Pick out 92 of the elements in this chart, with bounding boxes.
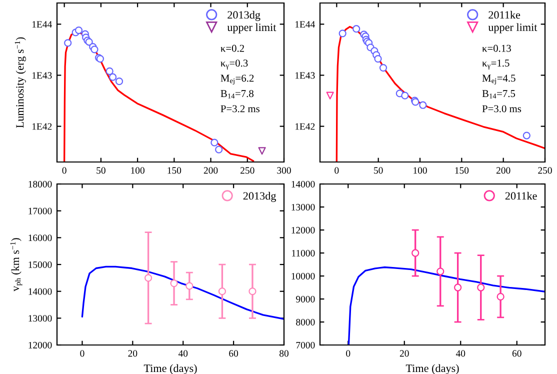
legend-label: 2013dg	[243, 192, 276, 202]
annotation: κ=0.13	[482, 44, 511, 52]
x-tick-label: 0	[346, 350, 350, 357]
y-tick-label: 11000	[292, 250, 315, 256]
y-tick-label: 7000	[296, 342, 315, 348]
y-tick-label: 12000	[28, 342, 52, 348]
y-tick-label: 13000	[28, 315, 52, 322]
line-series	[81, 266, 284, 320]
y-tick-label: 1E42	[32, 123, 52, 130]
annotation: B$_{14}$=7.5	[482, 90, 516, 98]
point	[338, 30, 346, 38]
y-tick-label: 10000	[292, 272, 315, 280]
x-tick-label: 250	[240, 167, 254, 174]
line-series	[348, 266, 545, 345]
x-tick-label: 200	[496, 167, 510, 174]
y-tick-label: 12000	[292, 226, 315, 234]
x-tick-label: 40	[178, 350, 188, 357]
point	[248, 288, 256, 296]
point	[401, 92, 409, 100]
annotation: B$_{14}$=7.8	[220, 90, 254, 98]
x-tick-label: 100	[131, 167, 144, 174]
point	[477, 284, 485, 292]
annotation: κ$_{γ}$=0.3	[220, 60, 248, 70]
y-axis-title: Luminosity (erg s$^{−1}$)	[14, 37, 26, 128]
y-tick-label: 15000	[28, 261, 52, 268]
x-tick-label: 50	[96, 167, 106, 174]
y-axis-title: v$_{ph}$ (km s$^{−1}$)	[10, 238, 22, 292]
y-tick-label: 1E44	[32, 21, 52, 28]
legend-label: 2011ke	[488, 10, 520, 19]
legend-label: upper limit	[488, 23, 538, 34]
point	[379, 64, 388, 72]
point	[144, 274, 152, 282]
x-tick-label: 0	[334, 167, 339, 174]
x-tick-label: 20	[400, 350, 409, 357]
point	[419, 101, 427, 109]
y-tick-label: 14000	[292, 180, 315, 188]
x-tick-label: 40	[456, 350, 466, 357]
point	[352, 25, 360, 33]
x-tick-label: 250	[538, 167, 552, 174]
legend-label: 2011ke	[505, 192, 537, 200]
point	[436, 268, 444, 276]
annotation: κ=0.2	[220, 44, 244, 52]
x-tick-label: 0	[62, 167, 66, 174]
point	[215, 146, 223, 154]
point	[64, 39, 72, 47]
point	[106, 67, 114, 76]
point	[258, 147, 266, 155]
annotation: P=3.0 ms	[482, 105, 522, 112]
point	[186, 282, 194, 290]
x-tick-label: 150	[455, 167, 469, 174]
point	[454, 284, 462, 292]
point	[170, 279, 178, 288]
point	[210, 138, 218, 146]
x-tick-label: 20	[128, 350, 138, 357]
y-tick-label: 1E43	[32, 72, 52, 79]
y-tick-label: 17000	[28, 208, 52, 214]
x-tick-label: 80	[280, 350, 288, 357]
y-tick-label: 13000	[292, 204, 315, 210]
point	[326, 92, 334, 100]
x-tick-label: 300	[277, 167, 291, 174]
y-tick-label: 1E44	[295, 21, 315, 28]
x-axis-title: Time (days)	[406, 364, 459, 374]
y-tick-label: 1E43	[295, 72, 315, 79]
point	[115, 78, 124, 86]
point	[374, 54, 382, 63]
x-tick-label: 60	[512, 350, 522, 357]
point	[412, 249, 420, 257]
point	[218, 288, 226, 296]
point	[74, 26, 83, 34]
annotation: M$_{ej}$=6.2	[220, 74, 254, 85]
y-tick-label: 16000	[28, 234, 52, 242]
x-axis-title: Time (days)	[144, 364, 197, 374]
x-tick-label: 100	[414, 167, 427, 174]
annotation: M$_{ej}$=4.5	[482, 74, 516, 85]
y-tick-label: 14000	[28, 288, 52, 295]
x-tick-label: 60	[229, 350, 238, 357]
point	[108, 73, 117, 81]
point	[90, 46, 98, 54]
annotation: P=3.2 ms	[220, 105, 260, 112]
y-tick-label: 1E42	[295, 123, 315, 130]
legend-label: upper limit	[227, 23, 276, 34]
y-tick-label: 8000	[296, 318, 315, 326]
y-tick-label: 9000	[296, 296, 315, 302]
annotation: κ$_{γ}$=1.5	[482, 60, 510, 70]
point	[496, 292, 504, 301]
x-tick-label: 150	[168, 167, 182, 174]
x-tick-label: 200	[204, 167, 218, 174]
y-tick-label: 18000	[28, 180, 52, 188]
x-tick-label: 0	[80, 350, 84, 357]
point	[522, 132, 530, 140]
legend-label: 2013dg	[228, 10, 260, 21]
x-tick-label: 50	[374, 167, 383, 174]
